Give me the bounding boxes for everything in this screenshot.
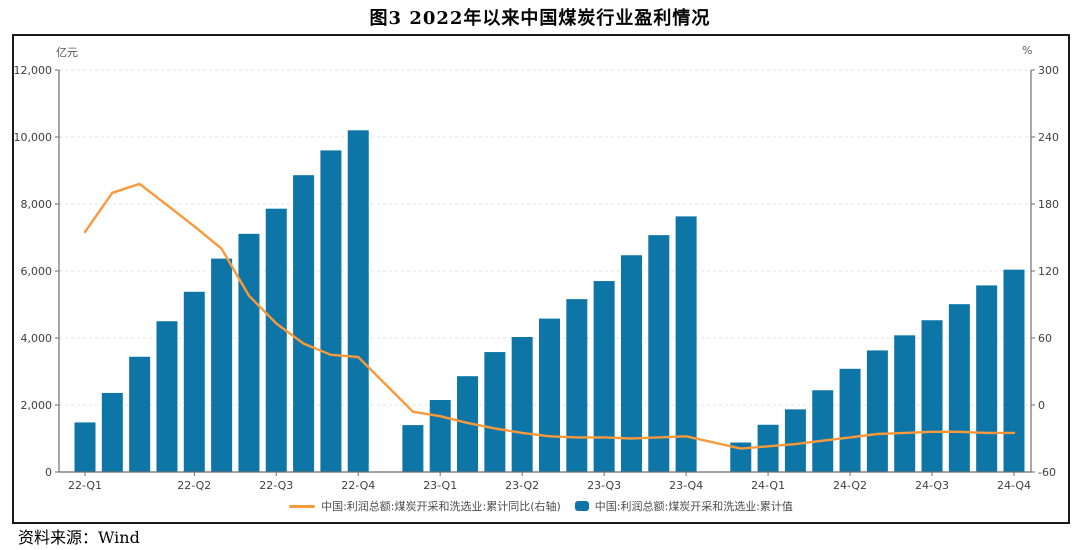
right-axis-unit: %: [1022, 44, 1033, 57]
bar: [101, 392, 123, 472]
axis-tick-label: 10,000: [14, 131, 52, 144]
bar: [1003, 269, 1025, 472]
legend-item-line: 中国:利润总额:煤炭开采和洗选业:累计同比(右轴): [289, 498, 561, 514]
bar: [948, 304, 970, 472]
bar: [347, 130, 369, 473]
axis-tick-label: 8,000: [21, 198, 53, 211]
axis-tick-label: 12,000: [14, 64, 52, 77]
bar: [511, 336, 533, 472]
axes: 0 2,000 4,000 6,000 8,000 10,000 12,000 -60 0 60 1…: [14, 64, 1059, 492]
legend-line-label: 中国:利润总额:煤炭开采和洗选业:累计同比(右轴): [321, 500, 561, 513]
bar: [784, 409, 806, 472]
bar: [402, 425, 424, 472]
source-note: 资料来源：Wind: [18, 524, 140, 548]
bar: [593, 281, 615, 472]
axis-tick-label: 300: [1038, 64, 1059, 77]
axis-tick-label: 24-Q1: [751, 479, 785, 492]
axis-tick-label: 4,000: [21, 332, 53, 345]
axis-tick-label: 22-Q3: [259, 479, 293, 492]
axis-tick-label: 23-Q1: [423, 479, 457, 492]
bar: [293, 175, 315, 472]
bar: [156, 321, 178, 472]
bar: [620, 255, 642, 472]
bar: [238, 233, 260, 472]
axis-tick-label: 0: [45, 466, 52, 479]
source-value: Wind: [98, 528, 140, 547]
bar: [429, 399, 451, 472]
axis-tick-label: 22-Q1: [68, 479, 102, 492]
bar: [320, 150, 342, 472]
bar: [539, 318, 560, 472]
bar: [648, 235, 670, 472]
axis-tick-label: 120: [1038, 265, 1059, 278]
axis-tick-label: 22-Q4: [341, 479, 375, 492]
legend-item-bar: 中国:利润总额:煤炭开采和洗选业:累计值: [574, 498, 793, 514]
axis-tick-label: -60: [1038, 466, 1056, 479]
coal-profit-chart: 0 2,000 4,000 6,000 8,000 10,000 12,000 -60 0 60 1…: [14, 64, 1059, 492]
bar: [839, 368, 861, 472]
chart-legend: 中国:利润总额:煤炭开采和洗选业:累计同比(右轴) 中国:利润总额:煤炭开采和洗…: [14, 498, 1068, 514]
bar: [757, 424, 779, 472]
axis-tick-label: 6,000: [21, 265, 53, 278]
axis-tick-label: 22-Q2: [177, 479, 211, 492]
bar-series: [74, 130, 1025, 473]
bar: [484, 352, 506, 472]
left-axis-unit: 亿元: [56, 46, 78, 59]
chart-frame: 0 2,000 4,000 6,000 8,000 10,000 12,000 -60 0 60 1…: [12, 34, 1070, 524]
chart-title: 图3 2022年以来中国煤炭行业盈利情况: [369, 8, 711, 29]
yoy-line: [83, 182, 1016, 450]
bar: [129, 356, 151, 472]
bar: [675, 216, 697, 472]
line-series-marker: [289, 504, 316, 508]
bar: [265, 208, 287, 472]
axis-tick-label: 24-Q3: [915, 479, 949, 492]
bar: [976, 285, 998, 472]
axis-tick-label: 23-Q2: [505, 479, 539, 492]
axis-tick-label: 60: [1038, 332, 1052, 345]
bar: [566, 299, 588, 472]
axis-tick-label: 0: [1038, 399, 1045, 412]
bar: [211, 258, 233, 472]
bar: [894, 335, 916, 472]
axis-tick-label: 23-Q3: [587, 479, 621, 492]
bar: [730, 442, 752, 472]
axis-tick-label: 240: [1038, 131, 1059, 144]
bar: [74, 422, 96, 472]
axis-tick-label: 24-Q4: [997, 479, 1031, 492]
bar-series-marker: [574, 501, 589, 511]
axis-tick-label: 2,000: [21, 399, 53, 412]
axis-tick-label: 24-Q2: [833, 479, 867, 492]
axis-tick-label: 23-Q4: [669, 479, 703, 492]
bar: [921, 320, 943, 472]
bar: [183, 291, 205, 472]
bar: [812, 390, 834, 472]
bar: [866, 350, 888, 472]
source-label: 资料来源：: [18, 528, 99, 547]
axis-tick-label: 180: [1038, 198, 1059, 211]
legend-bar-label: 中国:利润总额:煤炭开采和洗选业:累计值: [594, 500, 793, 513]
